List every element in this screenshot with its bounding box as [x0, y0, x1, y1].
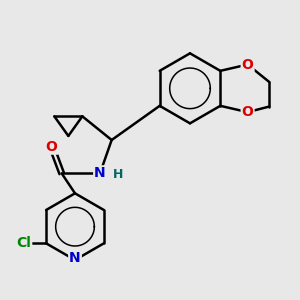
- Text: O: O: [46, 140, 58, 154]
- Text: O: O: [242, 105, 254, 119]
- Text: N: N: [69, 251, 81, 265]
- Text: O: O: [242, 58, 254, 71]
- Text: N: N: [94, 166, 106, 180]
- Text: Cl: Cl: [16, 236, 31, 250]
- Text: H: H: [113, 169, 123, 182]
